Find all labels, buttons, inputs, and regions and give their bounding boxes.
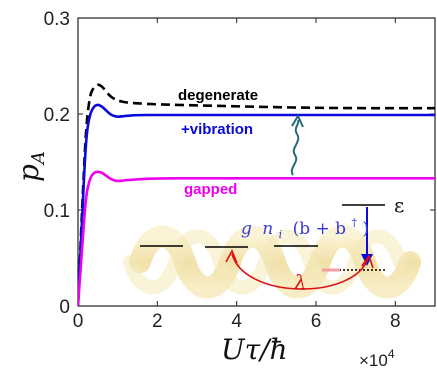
label-vibration: +vibration (181, 121, 253, 138)
x-tick-label: 6 (311, 311, 322, 332)
energy-levels (140, 204, 386, 272)
label-degenerate: degenerate (178, 87, 258, 104)
y-axis-label: pA (12, 151, 49, 182)
label-gapped: gapped (184, 181, 237, 198)
x-tick-label: 2 (152, 311, 163, 332)
y-tick-label: 0.1 (44, 201, 70, 222)
lambda-label: λ (293, 270, 307, 294)
x-axis-label: Uτ/ħ (221, 333, 288, 366)
epsilon-label: ε (394, 193, 404, 217)
y-tick-label: 0.3 (44, 9, 70, 30)
wavy-arrow (290, 113, 304, 176)
x-multiplier: ×104 (359, 347, 395, 370)
series-line-degenerate (78, 83, 435, 306)
y-tick-label: 0.2 (44, 105, 70, 126)
plot-frame (77, 17, 436, 307)
series-line-gapped (78, 170, 435, 306)
svg-text:pA: pA (12, 151, 49, 182)
y-tick-label: 0 (59, 297, 70, 318)
x-tick-label: 8 (390, 311, 401, 332)
coupling-label: g n i (b + b † ) (241, 211, 369, 243)
hopping-arc (225, 249, 374, 290)
x-tick-label: 0 (73, 311, 84, 332)
series-line-vibration (78, 103, 435, 306)
x-tick-label: 4 (231, 311, 242, 332)
